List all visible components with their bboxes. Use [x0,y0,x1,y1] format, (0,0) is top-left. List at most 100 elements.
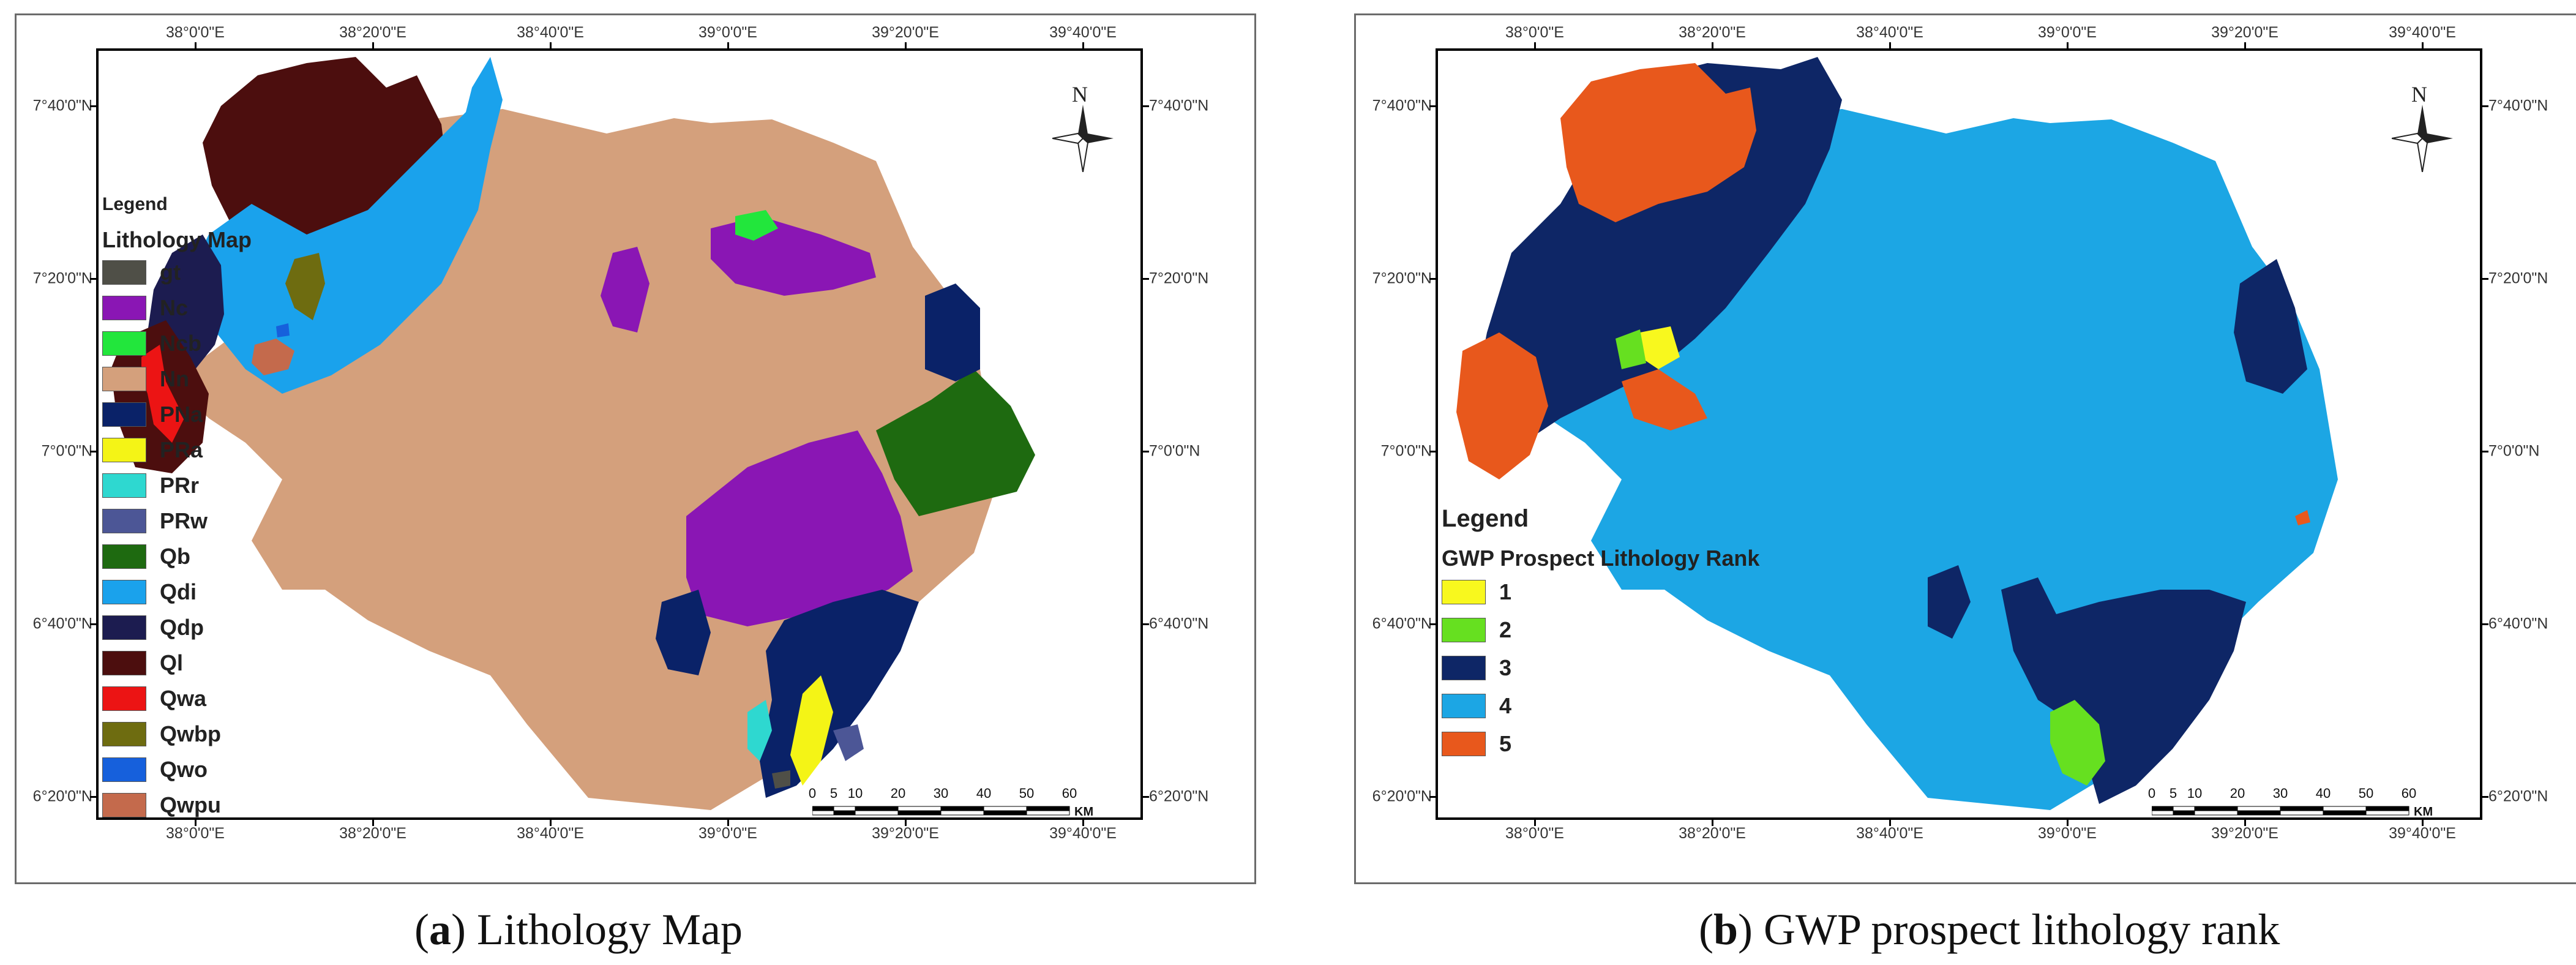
region-nc-small [601,247,650,332]
scale-label: 30 [933,786,949,801]
legend-swatch [102,260,146,285]
scale-segment [983,810,1027,816]
x-tick-bottom: 39°20'0"E [2211,825,2278,842]
tick-mark [90,278,97,280]
caption: (b) GWP prospect lithology rank [1699,905,2280,954]
scale-label: 60 [2401,786,2417,801]
region-rank-3-east [2234,259,2307,394]
compass-icon [2392,105,2453,172]
region-ncb [735,210,778,241]
legend-item: Qdp [102,615,204,640]
tick-mark [1082,42,1084,50]
x-tick-bottom: 38°40'0"E [517,825,584,842]
y-tick-left: 6°40'0"N [32,615,92,633]
legend-item: Nc [102,295,188,320]
legend-item: Qdi [102,579,197,604]
legend-swatch [1442,580,1486,604]
region-qwpu [252,339,294,375]
scale-bar-graphic [2152,806,2409,816]
tick-mark [905,819,907,826]
region-pna-west [656,590,711,675]
legend-item: Qwbp [102,721,221,746]
legend-swatch [102,367,146,391]
scale-segment [2365,806,2409,811]
x-tick-bottom: 39°40'0"E [2389,825,2456,842]
scale-segment [2194,806,2238,811]
legend-swatch [102,757,146,782]
caption-letter: a [429,905,451,954]
x-tick-top: 39°40'0"E [1049,24,1117,41]
tick-mark [1889,42,1891,50]
legend-item: Qb [102,544,190,569]
legend-swatch [102,402,146,427]
tick-mark [2481,623,2488,625]
region-rank-2-south [2050,700,2105,786]
scale-segment [855,806,899,811]
region-rank-2-north [1616,329,1646,369]
legend-heading: Legend [102,194,168,214]
legend-label: Qb [160,544,190,569]
tick-mark [372,42,374,50]
scale-segment [2365,810,2409,816]
region-rank-5-west [1456,332,1548,479]
region-rank-5-mid [1622,369,1707,430]
tick-mark [2067,42,2069,50]
legend-item: Qwa [102,686,206,711]
lithology-map-panel: 38°0'0"E 38°20'0"E 38°40'0"E 39°0'0"E 39… [15,13,1256,954]
region-rank-5-east [2295,510,2310,525]
legend-item: PNa [102,402,203,427]
tick-mark [2481,451,2488,452]
scale-segment [833,806,856,811]
legend-swatch [102,331,146,356]
y-tick-left: 7°0'0"N [1380,442,1432,460]
legend-swatch [1442,618,1486,642]
legend-label: Ql [160,650,184,675]
legend-label: Nn [160,366,189,391]
legend-label: gt [160,260,181,285]
legend-swatch [102,544,146,569]
legend-item: gt [102,260,181,285]
legend-label: Qwo [160,757,208,782]
tick-mark [1712,42,1713,50]
legend-swatch [1442,732,1486,756]
y-tick-right: 7°0'0"N [1149,442,1200,460]
legend-swatch [1442,694,1486,718]
region-rank-5-north [1560,63,1756,222]
y-tick-right: 6°40'0"N [2488,615,2548,633]
region-rank-1 [1640,326,1680,369]
scale-label: 40 [976,786,992,801]
y-tick-right: 6°40'0"N [1149,615,1209,633]
tick-mark [550,819,552,826]
y-tick-left: 6°40'0"N [1372,615,1432,633]
scale-segment [940,810,984,816]
compass-icon [1052,105,1114,172]
scale-label: 0 [2147,786,2156,801]
x-tick-top: 39°40'0"E [2389,24,2456,41]
legend-item: 5 [1442,731,1511,756]
caption-text: Lithology Map [476,905,743,954]
tick-mark [372,819,374,826]
legend-title: GWP Prospect Lithology Rank [1442,546,1759,571]
x-tick-top: 39°0'0"E [2038,24,2097,41]
legend-label: PRr [160,473,200,498]
scale-segment [855,810,899,816]
x-tick-top: 38°40'0"E [1856,24,1923,41]
tick-mark [550,42,552,50]
scale-segment [1026,810,1070,816]
tick-mark [905,42,907,50]
region-rank-3-south [2001,577,2246,804]
legend: Legend [102,194,168,215]
scale-bar-graphic [812,806,1070,816]
scale-label: 0 [808,786,817,801]
y-tick-right: 7°20'0"N [1149,269,1209,287]
tick-mark [1534,819,1536,826]
caption-letter: b [1713,905,1739,954]
x-tick-top: 38°20'0"E [339,24,406,41]
scale-label: 60 [1061,786,1077,801]
tick-mark [1142,623,1149,625]
scale-label: 10 [847,786,863,801]
legend-item: Qwo [102,757,208,782]
y-tick-right: 6°20'0"N [1149,787,1209,805]
tick-mark [1142,796,1149,798]
scale-segment [2237,810,2281,816]
